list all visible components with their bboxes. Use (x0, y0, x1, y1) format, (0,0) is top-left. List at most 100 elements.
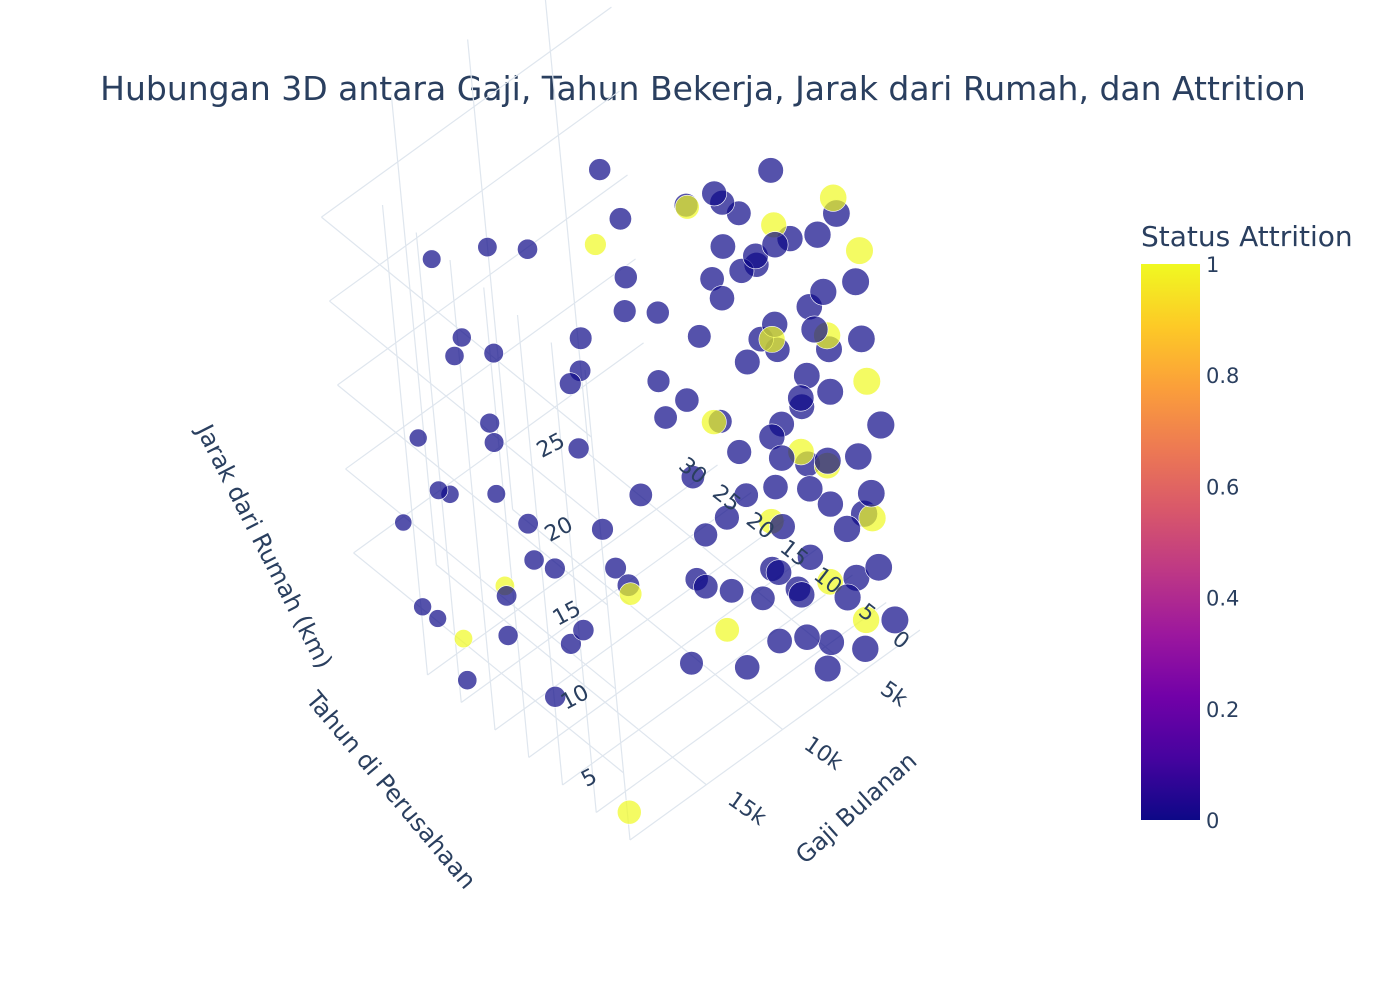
data-point-attrition (584, 233, 607, 256)
colorbar-title: Status Attrition (1141, 220, 1353, 253)
data-point-retained (653, 405, 678, 430)
grid-line-y-floor (595, 602, 887, 813)
data-point-retained (800, 315, 829, 344)
data-point-retained (809, 278, 837, 306)
data-point-retained (444, 346, 465, 366)
z-tick-label: 25 (533, 428, 569, 463)
data-point-retained (477, 237, 498, 258)
data-point-retained (788, 581, 816, 609)
data-point-retained (628, 482, 653, 507)
data-point-attrition (816, 568, 844, 596)
data-point-retained (674, 387, 700, 413)
data-point-retained (709, 233, 736, 260)
data-point-retained (761, 231, 789, 259)
data-point-retained (709, 285, 735, 312)
data-point-retained (497, 625, 519, 646)
data-point-retained (750, 585, 776, 611)
colorbar-tick-label: 0.4 (1206, 587, 1239, 611)
data-point-retained (451, 327, 472, 348)
data-point-attrition (701, 409, 727, 435)
colorbar-tick-label: 0 (1206, 809, 1219, 833)
data-point-attrition (616, 799, 642, 825)
z-axis-title: Jarak dari Rumah (km) (190, 418, 338, 673)
colorbar-tick-label: 0.8 (1206, 364, 1239, 388)
data-point-retained (646, 369, 671, 393)
data-point-retained (394, 513, 413, 532)
data-point-retained (844, 442, 873, 471)
grid-lines (321, 0, 921, 841)
x-tick-label: 10k (799, 732, 847, 776)
data-point-retained (608, 207, 632, 231)
colorbar-ticks: 0 0.2 0.4 0.6 0.8 1 (1206, 253, 1239, 833)
data-point-retained (733, 482, 759, 508)
data-point-retained (857, 479, 886, 508)
grid-line-z-back (321, 6, 612, 218)
data-point-retained (719, 578, 745, 604)
data-point-retained (486, 484, 506, 504)
colorbar-tick-label: 0.2 (1206, 698, 1239, 722)
data-point-retained (680, 465, 705, 490)
data-point-retained (687, 324, 712, 349)
data-point-retained (847, 324, 876, 353)
data-point-retained (796, 475, 824, 503)
data-point-retained (765, 559, 793, 586)
data-point-retained (880, 605, 910, 635)
data-point-attrition (453, 629, 473, 649)
data-point-retained (428, 609, 447, 628)
chart-title: Hubungan 3D antara Gaji, Tahun Bekerja, … (100, 69, 1306, 108)
data-point-retained (768, 444, 796, 472)
data-point-retained (544, 557, 566, 580)
colorbar: Status Attrition 0 0.2 0.4 0.6 0.8 1 (1141, 220, 1353, 833)
data-point-retained (479, 412, 500, 434)
data-point-retained (734, 348, 761, 376)
data-point-retained (793, 623, 821, 651)
x-tick-label: 5k (876, 677, 912, 713)
grid-line-z-back (329, 90, 620, 302)
data-point-retained (483, 343, 504, 364)
data-point-retained (851, 634, 880, 663)
data-point-attrition (674, 194, 700, 220)
data-point-retained (457, 670, 478, 691)
data-point-attrition (618, 582, 643, 606)
data-point-retained (757, 157, 784, 184)
data-point-retained (701, 180, 728, 207)
grid-line-z-back (345, 258, 636, 470)
data-point-retained (408, 428, 428, 448)
data-point-retained (817, 628, 845, 656)
data-point-attrition (714, 617, 740, 643)
data-point-retained (612, 299, 637, 323)
data-point-retained (567, 437, 590, 460)
data-point-retained (866, 410, 895, 440)
grid-line-y-floor (528, 547, 820, 758)
data-point-retained (679, 651, 704, 676)
data-point-retained (814, 654, 842, 683)
data-point-retained (569, 326, 593, 350)
data-point-retained (797, 543, 824, 571)
data-point-attrition (845, 236, 874, 265)
grid-line-y-floor (629, 629, 921, 841)
data-point-retained (803, 220, 832, 249)
data-point-retained (714, 504, 740, 531)
data-point-attrition (852, 606, 880, 634)
data-point-retained (559, 372, 582, 395)
grid-line-y-floor (427, 464, 718, 676)
grid-line-z-left (353, 552, 624, 774)
data-points (394, 157, 910, 825)
grid-line-y-floor (494, 519, 786, 731)
z-tick-label: 20 (541, 512, 577, 547)
data-point-attrition (819, 183, 848, 212)
data-point-retained (841, 267, 870, 296)
data-point-retained (523, 549, 545, 571)
data-point-retained (833, 515, 861, 543)
data-point-retained (734, 654, 761, 681)
data-point-retained (817, 490, 844, 518)
data-point-retained (864, 553, 893, 582)
colorbar-tick-label: 1 (1206, 253, 1219, 277)
data-point-retained (726, 439, 752, 465)
data-point-retained (422, 249, 442, 269)
grid-line-z-back (337, 174, 628, 386)
data-point-retained (645, 300, 670, 325)
